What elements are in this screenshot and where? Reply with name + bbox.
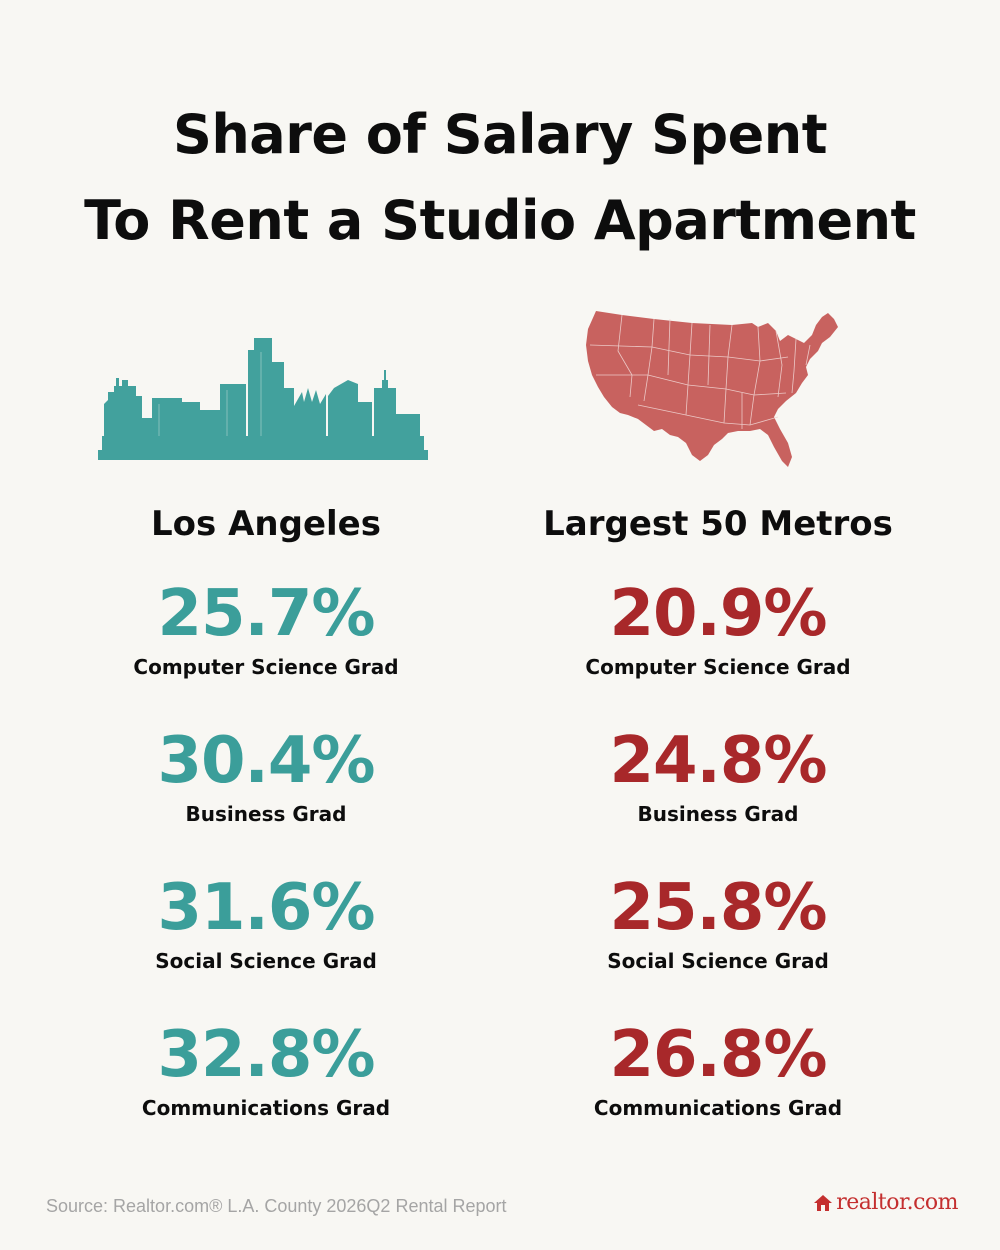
stat-item: 31.6% Social Science Grad <box>46 874 486 1021</box>
stat-label: Social Science Grad <box>607 949 829 973</box>
stat-value: 30.4% <box>157 724 375 798</box>
column-heading: Los Angeles <box>151 504 381 544</box>
stat-value: 25.8% <box>609 871 827 945</box>
realtor-logo: realtor.com <box>813 1190 958 1215</box>
stat-value: 31.6% <box>157 871 375 945</box>
stat-label: Social Science Grad <box>155 949 377 973</box>
stat-item: 32.8% Communications Grad <box>46 1021 486 1168</box>
stat-item: 25.8% Social Science Grad <box>498 874 938 1021</box>
page-title: Share of Salary Spent To Rent a Studio A… <box>0 92 1000 264</box>
stat-value: 24.8% <box>609 724 827 798</box>
us-map-icon <box>586 311 838 467</box>
stat-item: 26.8% Communications Grad <box>498 1021 938 1168</box>
title-line-1: Share of Salary Spent <box>172 103 828 166</box>
stat-label: Business Grad <box>637 802 799 826</box>
stat-item: 30.4% Business Grad <box>46 727 486 874</box>
stat-value: 26.8% <box>609 1018 827 1092</box>
logo-text: realtor.com <box>836 1190 958 1215</box>
stat-value: 32.8% <box>157 1018 375 1092</box>
stat-label: Computer Science Grad <box>133 655 399 679</box>
stat-item: 20.9% Computer Science Grad <box>498 580 938 727</box>
stat-value: 25.7% <box>157 577 375 651</box>
city-skyline-icon <box>98 338 428 460</box>
stat-label: Communications Grad <box>593 1096 843 1120</box>
house-icon <box>814 1194 833 1211</box>
column-los-angeles: Los Angeles 25.7% Computer Science Grad … <box>46 496 486 1168</box>
stat-value: 20.9% <box>609 577 827 651</box>
stat-label: Business Grad <box>185 802 347 826</box>
stat-label: Communications Grad <box>141 1096 391 1120</box>
title-line-2: To Rent a Studio Apartment <box>84 189 916 252</box>
column-largest-50-metros: Largest 50 Metros 20.9% Computer Science… <box>498 496 938 1168</box>
stat-item: 25.7% Computer Science Grad <box>46 580 486 727</box>
column-heading: Largest 50 Metros <box>543 504 893 544</box>
stat-label: Computer Science Grad <box>585 655 851 679</box>
stat-item: 24.8% Business Grad <box>498 727 938 874</box>
source-note: Source: Realtor.com® L.A. County 2026Q2 … <box>46 1196 507 1216</box>
